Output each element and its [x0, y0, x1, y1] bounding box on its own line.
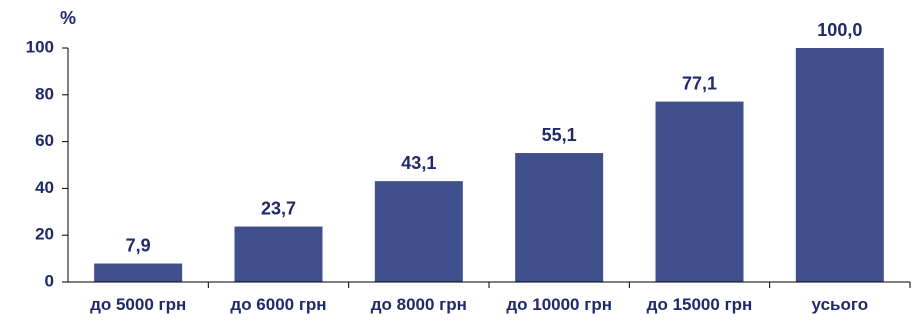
bar — [374, 181, 463, 282]
y-tick-label: 40 — [35, 178, 54, 197]
data-labels: 7,9 23,7 43,1 55,1 77,1 100,0 — [126, 20, 863, 256]
data-label: 7,9 — [126, 236, 151, 256]
bar — [94, 263, 183, 282]
category-label: до 10000 грн — [506, 295, 612, 314]
category-labels: до 5000 грн до 6000 грн до 8000 грн до 1000… — [90, 282, 911, 314]
category-label: до 5000 грн — [90, 295, 186, 314]
data-label: 23,7 — [261, 199, 296, 219]
y-tick-label: 0 — [45, 271, 54, 290]
bar — [795, 48, 884, 282]
y-tick-label: 80 — [35, 84, 54, 103]
category-label: до 15000 грн — [647, 295, 753, 314]
y-tick-label: 100 — [26, 37, 54, 56]
y-tick-label: 20 — [35, 225, 54, 244]
data-label: 100,0 — [817, 20, 862, 40]
bar — [655, 101, 744, 282]
y-axis-ticks: 0 20 40 60 80 100 — [26, 37, 68, 290]
category-label: до 8000 грн — [371, 295, 467, 314]
category-label: до 6000 грн — [230, 295, 326, 314]
bars — [94, 48, 884, 282]
y-unit-label: % — [60, 8, 76, 28]
category-label: усього — [812, 295, 869, 314]
data-label: 77,1 — [682, 74, 717, 94]
bar — [515, 153, 604, 282]
data-label: 43,1 — [401, 153, 436, 173]
bar — [234, 226, 323, 282]
y-tick-label: 60 — [35, 131, 54, 150]
data-label: 55,1 — [542, 125, 577, 145]
